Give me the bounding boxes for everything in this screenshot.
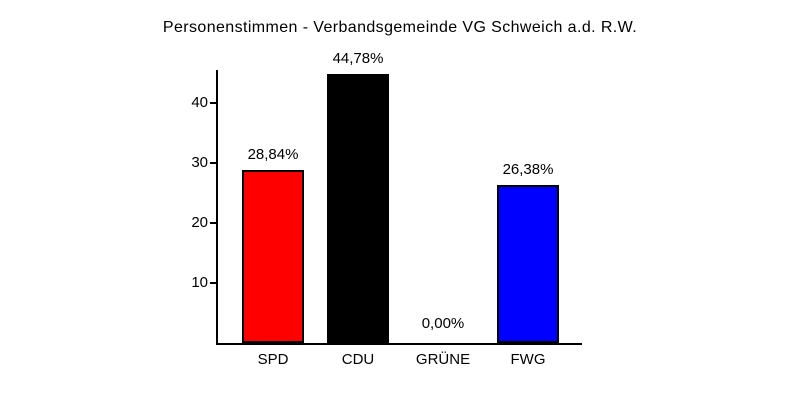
value-label-fwg: 26,38% <box>502 161 554 178</box>
y-tick-mark-40 <box>210 102 217 104</box>
category-label-spd: SPD <box>257 351 289 368</box>
category-label-cdu: CDU <box>341 351 375 368</box>
y-tick-mark-30 <box>210 162 217 164</box>
bar-cdu <box>327 74 389 343</box>
chart-title: Personenstimmen - Verbandsgemeinde VG Sc… <box>162 19 638 36</box>
y-tick-label-30: 30 <box>191 154 208 171</box>
y-tick-mark-10 <box>210 282 217 284</box>
value-label-cdu: 44,78% <box>332 50 384 67</box>
bar-spd <box>242 170 304 343</box>
value-label-gruene: 0,00% <box>421 315 465 332</box>
x-axis-line <box>216 343 582 345</box>
bar-fwg <box>497 185 559 343</box>
y-tick-mark-20 <box>210 222 217 224</box>
value-label-spd: 28,84% <box>247 146 299 163</box>
category-label-fwg: FWG <box>510 351 546 368</box>
y-tick-label-20: 20 <box>191 214 208 231</box>
y-tick-label-40: 40 <box>191 94 208 111</box>
y-axis-line <box>216 70 218 345</box>
category-label-gruene: GRÜNE <box>415 351 471 368</box>
y-tick-label-10: 10 <box>191 274 208 291</box>
